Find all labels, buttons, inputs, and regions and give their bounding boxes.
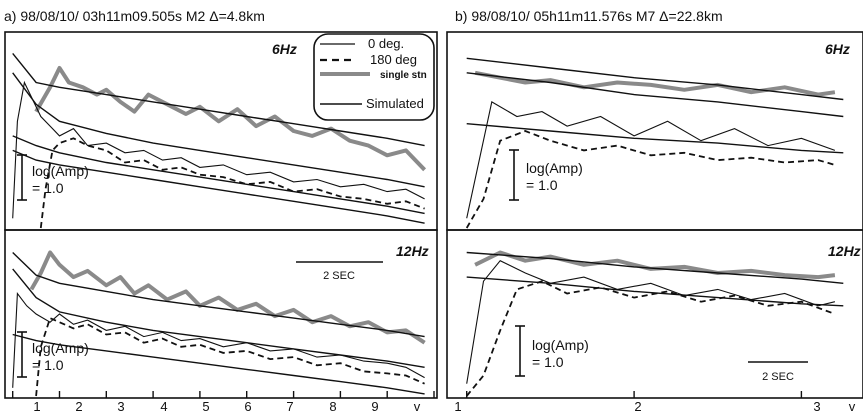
amp-scale-label-2: = 1.0 [532,354,564,370]
series-simulated-line [12,333,425,395]
panel-b-time-scale: 2 SEC [748,361,808,383]
series-simulated-line [12,72,425,188]
amp-scale-label-2: = 1.0 [32,357,64,373]
plot-panel-a-12Hz [11,250,435,398]
x-tick-label: 2 [634,399,641,414]
amp-scale-label-1: log(Amp) [532,337,589,353]
series-0-deg-line [12,80,425,219]
series-simulated-line [466,57,844,101]
series-single-stn-line [474,70,836,97]
legend-label-simulated: Simulated [366,96,424,111]
x-tick-label: 1 [33,399,40,414]
legend-label-0deg: 0 deg. [368,36,404,51]
plot-panel-b-12Hz [466,250,844,398]
panel-b-header-group: b) 98/08/10/ 05h11m11.576s M7 Δ=22.8km [455,8,723,24]
amp-scale-label-1: log(Amp) [32,163,89,179]
series-180-deg-line [465,130,836,229]
panel-b-header: b) 98/08/10/ 05h11m11.576s M7 Δ=22.8km [455,8,723,24]
x-tick-label: 9 [371,399,378,414]
x-tick-label: 2 [75,399,82,414]
panel-a-bottom-amp-scale: log(Amp) = 1.0 [17,331,89,378]
panel-b-12hz-label: 12Hz [828,243,861,259]
panel-b-6hz-label: 6Hz [825,41,850,57]
panel-a-xticks: 1 2 3 4 5 6 7 8 9 v [33,399,420,414]
series-simulated-line [12,135,425,215]
series-180-deg-line [39,137,425,229]
x-tick-label: 4 [160,399,167,414]
x-tick-label: 1 [454,399,461,414]
series-simulated-line [12,149,425,224]
series-single-stn-line [474,250,836,280]
series-simulated-line [466,251,844,284]
x-tick-label: 7 [286,399,293,414]
plot-layer [11,52,844,398]
panel-a-header-group: a) 98/08/10/ 03h11m09.505s M2 Δ=4.8km [4,8,265,24]
x-tick-label: 3 [117,399,124,414]
x-tick-label: 3 [813,399,820,414]
series-simulated-line [466,123,844,154]
legend-label-single-stn: single stn [380,70,427,81]
panel-a-12hz-label: 12Hz [396,243,429,259]
series-single-stn-line [34,66,427,172]
panel-a-6hz-label: 6Hz [272,41,297,57]
series-0-deg-line [466,101,836,219]
panel-b-bottom-frame [446,229,863,399]
x-tick-label: 5 [202,399,209,414]
amp-scale-label-2: = 1.0 [526,177,558,193]
panel-a-bottom-frame [4,229,438,399]
panel-b-bottom-amp-scale: log(Amp) = 1.0 [515,325,589,377]
x-tick-label: 6 [244,399,251,414]
time-scale-label: 2 SEC [323,270,355,282]
plot-panel-a-6Hz [12,52,427,229]
series-simulated-line [12,251,425,338]
time-scale-label: 2 SEC [762,371,794,383]
amp-scale-label-1: log(Amp) [526,160,583,176]
x-tick-label: 8 [329,399,336,414]
panel-b-xticks: 1 2 3 v [454,399,855,414]
plot-panel-b-6Hz [465,57,844,229]
series-180-deg-line [35,316,425,397]
legend-label-180deg: 180 deg [370,52,417,67]
series-0-deg-line [466,260,836,384]
series-simulated-line [466,72,844,118]
panel-b-top-amp-scale: log(Amp) = 1.0 [509,149,583,201]
series-simulated-line [12,268,425,368]
panel-a-top-amp-scale: log(Amp) = 1.0 [17,154,89,201]
x-tick-label: v [414,399,421,414]
series-180-deg-line [466,280,836,397]
series-single-stn-line [29,250,426,345]
amp-scale-label-1: log(Amp) [32,340,89,356]
series-simulated-line [466,276,844,307]
panel-a-header: a) 98/08/10/ 03h11m09.505s M2 Δ=4.8km [4,8,265,24]
panel-a-time-scale: 2 SEC [296,261,383,282]
legend-box [313,33,435,121]
amp-scale-label-2: = 1.0 [32,180,64,196]
legend: 0 deg. 180 deg single stn Simulated [313,33,435,121]
series-simulated-line [12,52,425,147]
x-tick-label: v [849,399,856,414]
